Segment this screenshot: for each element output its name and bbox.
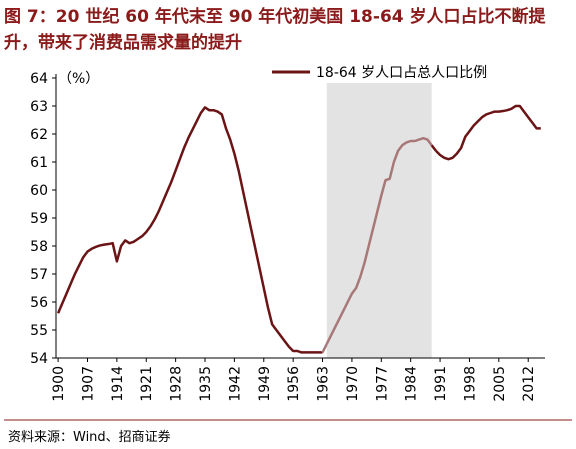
x-tick-label: 1900: [51, 366, 67, 402]
y-tick-label: 59: [30, 211, 48, 227]
x-tick-label: 1956: [286, 366, 302, 402]
legend-label: 18-64 岁人口占总人口比例: [316, 65, 487, 81]
y-tick-label: 57: [30, 267, 48, 283]
x-tick-label: 1984: [404, 366, 420, 402]
y-tick-label: 61: [30, 155, 48, 171]
x-tick-label: 2005: [492, 366, 508, 402]
x-tick-label: 1970: [345, 366, 361, 402]
y-tick-label: 55: [30, 323, 48, 339]
source-note: 资料来源：Wind、招商证券: [8, 430, 171, 445]
x-tick-label: 1949: [257, 366, 273, 402]
line-series: [325, 136, 433, 345]
x-tick-label: 1998: [462, 366, 478, 402]
y-tick-label: 60: [30, 183, 48, 199]
x-tick-label: 1928: [169, 366, 185, 402]
y-tick-label: 58: [30, 239, 48, 255]
y-tick-label: 63: [30, 99, 48, 115]
line-connector: [321, 343, 328, 353]
y-tick-label: 62: [30, 127, 48, 143]
x-tick-label: 1991: [433, 366, 449, 402]
x-tick-label: 1935: [198, 366, 214, 402]
x-tick-label: 1907: [80, 366, 96, 402]
x-tick-label: 1942: [227, 366, 243, 402]
line-series: [434, 104, 541, 161]
x-tick-label: 2012: [521, 366, 537, 402]
chart-title: 图 7：20 世纪 60 年代末至 90 年代初美国 18-64 岁人口占比不断…: [4, 7, 546, 53]
x-tick-label: 1977: [374, 366, 390, 402]
legend-bg: [268, 61, 543, 83]
highlight-band: [326, 78, 432, 358]
y-tick-label: 64: [30, 71, 48, 87]
x-tick-label: 1963: [316, 366, 332, 402]
x-tick-label: 1914: [110, 366, 126, 402]
x-tick-label: 1921: [139, 366, 155, 402]
y-axis-label: （%）: [58, 71, 99, 87]
y-tick-label: 54: [30, 351, 48, 367]
line-connector: [430, 144, 437, 152]
y-tick-label: 56: [30, 295, 48, 311]
line-series: [56, 106, 323, 354]
